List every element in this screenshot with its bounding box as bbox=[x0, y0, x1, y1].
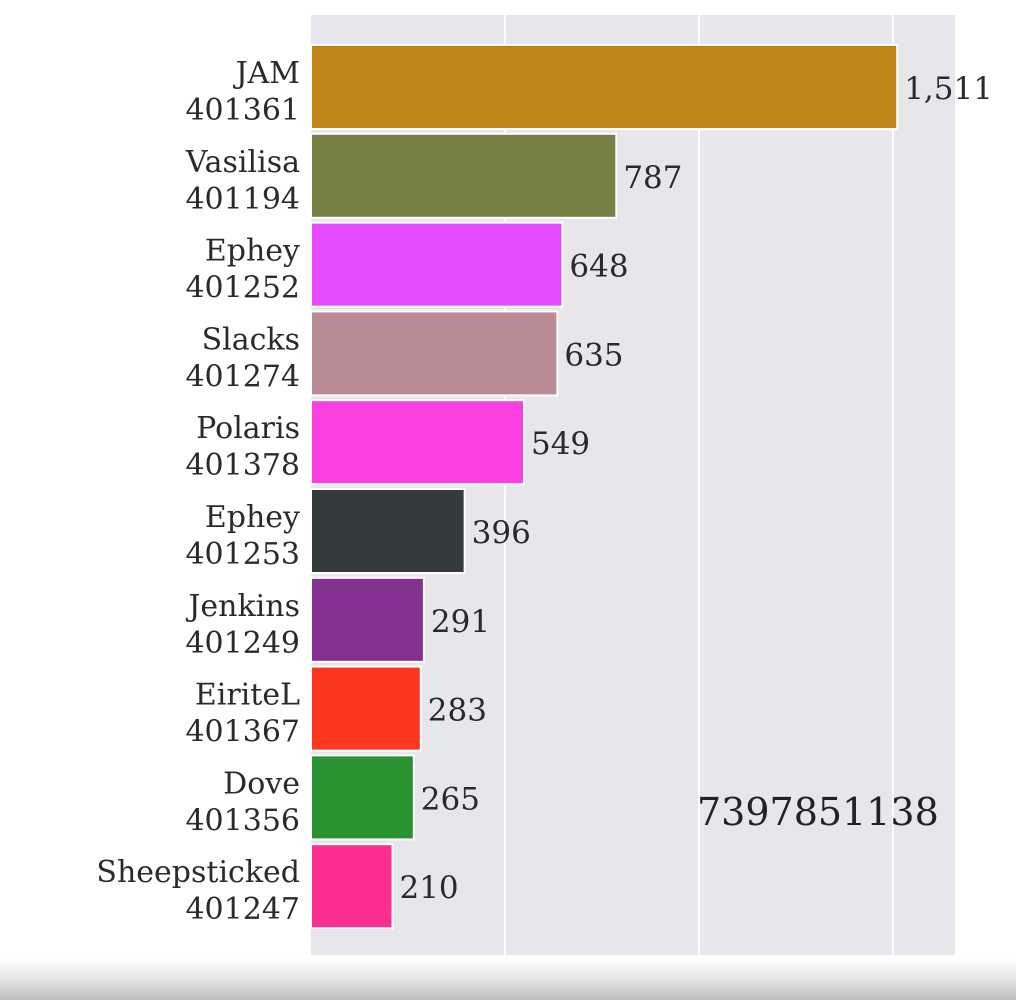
value-label: 291 bbox=[431, 604, 490, 640]
bar bbox=[310, 488, 466, 574]
bar bbox=[310, 576, 425, 663]
value-label: 648 bbox=[569, 249, 628, 285]
category-id-label: 401253 bbox=[185, 537, 300, 572]
value-label: 210 bbox=[399, 870, 458, 906]
category-name-label: Ephey bbox=[205, 234, 300, 269]
bar bbox=[310, 399, 525, 486]
category-name-label: Jenkins bbox=[185, 589, 300, 624]
category-name-label: Slacks bbox=[202, 322, 300, 357]
category-name-label: Polaris bbox=[196, 411, 300, 446]
overlay-number: 7397851138 bbox=[697, 790, 939, 834]
category-id-label: 401194 bbox=[185, 182, 300, 217]
value-label: 265 bbox=[421, 781, 480, 817]
value-label: 635 bbox=[564, 337, 623, 373]
value-label: 549 bbox=[531, 426, 590, 462]
category-name-label: Sheepsticked bbox=[96, 855, 300, 890]
bar bbox=[310, 310, 559, 397]
bar bbox=[310, 754, 415, 841]
category-id-label: 401249 bbox=[185, 626, 300, 661]
value-label: 283 bbox=[428, 693, 487, 729]
category-name-label: Vasilisa bbox=[185, 145, 300, 180]
bar bbox=[310, 843, 394, 930]
bars bbox=[310, 44, 899, 930]
value-labels: 1,511 787 648 635 549 396 291 283 265 210 bbox=[399, 71, 992, 906]
category-id-label: 401356 bbox=[185, 803, 300, 838]
value-label: 396 bbox=[472, 515, 531, 551]
category-name-label: EiriteL bbox=[195, 678, 300, 713]
bar bbox=[310, 221, 564, 308]
bar bbox=[310, 665, 422, 752]
bottom-edge-shadow bbox=[0, 958, 1016, 1000]
bar bbox=[310, 44, 899, 130]
category-id-label: 401252 bbox=[185, 271, 300, 306]
category-id-label: 401361 bbox=[185, 93, 300, 128]
category-id-label: 401274 bbox=[185, 359, 300, 394]
category-id-label: 401367 bbox=[185, 715, 300, 750]
category-id-label: 401247 bbox=[185, 892, 300, 927]
category-id-label: 401378 bbox=[185, 448, 300, 483]
category-name-label: Dove bbox=[223, 766, 300, 801]
value-label: 1,511 bbox=[904, 71, 993, 107]
value-label: 787 bbox=[623, 160, 682, 196]
bar bbox=[310, 132, 618, 219]
category-name-label: Ephey bbox=[205, 500, 300, 535]
category-name-label: JAM bbox=[233, 56, 300, 91]
category-labels: JAM401361Vasilisa401194Ephey401252Slacks… bbox=[96, 56, 300, 927]
